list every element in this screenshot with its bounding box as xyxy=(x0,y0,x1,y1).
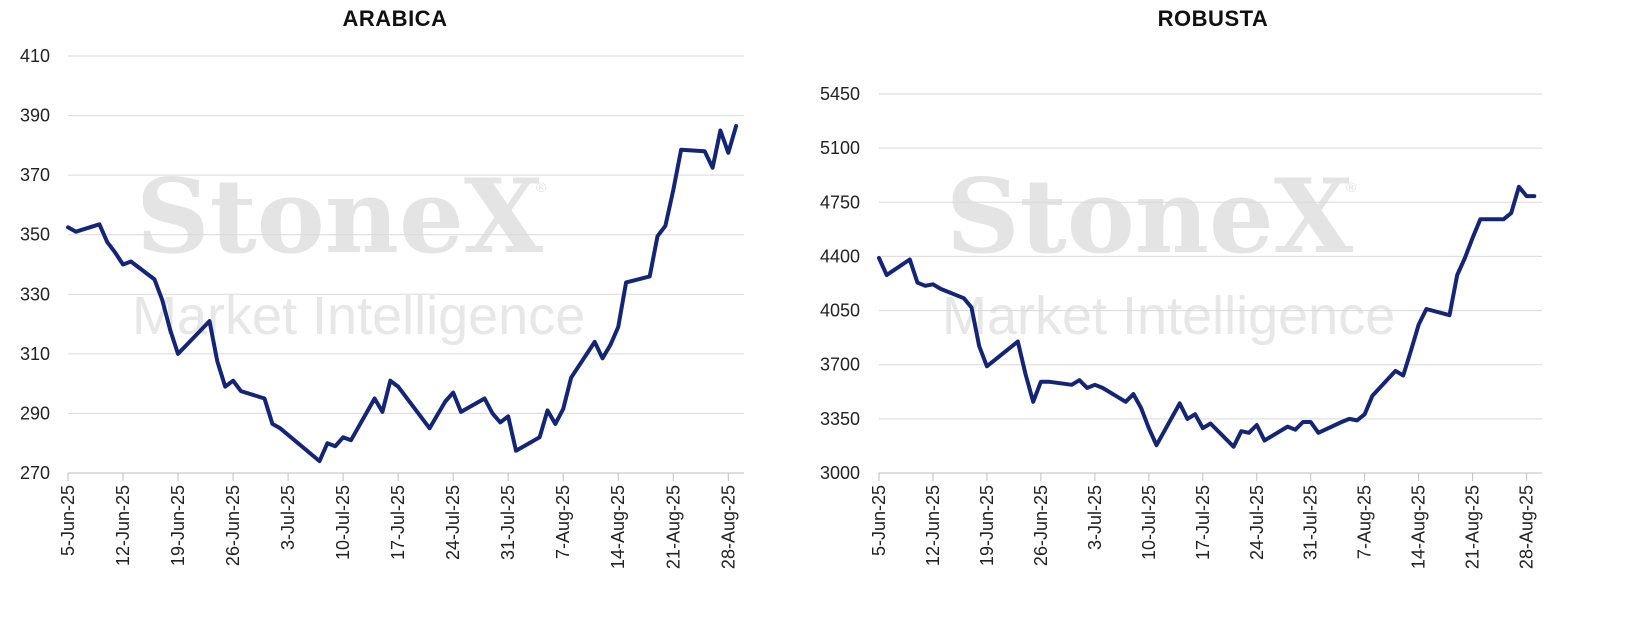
x-tick-label: 7-Aug-25 xyxy=(553,485,573,559)
chart-title: ROBUSTA xyxy=(1157,6,1269,31)
y-tick-label: 310 xyxy=(20,344,50,364)
x-tick-label: 17-Jul-25 xyxy=(388,485,408,560)
y-tick-label: 290 xyxy=(20,403,50,423)
x-tick-label: 7-Aug-25 xyxy=(1355,485,1375,559)
x-tick-label: 24-Jul-25 xyxy=(1247,485,1267,560)
y-tick-label: 330 xyxy=(20,284,50,304)
x-tick-label: 21-Aug-25 xyxy=(1463,485,1483,569)
x-tick-label: 3-Jul-25 xyxy=(278,485,298,550)
x-tick-label: 24-Jul-25 xyxy=(443,485,463,560)
y-tick-label: 350 xyxy=(20,225,50,245)
x-tick-label: 10-Jul-25 xyxy=(333,485,353,560)
y-tick-label: 3000 xyxy=(820,463,860,483)
watermark-registered: ® xyxy=(1346,179,1357,195)
line-chart-robusta: StoneX® Market Intelligence 3000 3350 3700 40… xyxy=(820,84,1542,569)
x-tick-label: 14-Aug-25 xyxy=(608,485,628,569)
y-tick-label: 4750 xyxy=(820,192,860,212)
x-tick-label: 12-Jun-25 xyxy=(113,485,133,566)
y-tick-label: 410 xyxy=(20,46,50,66)
watermark-subtitle: Market Intelligence xyxy=(942,286,1395,346)
y-tick-label: 5100 xyxy=(820,138,860,158)
line-chart-arabica: StoneX® Market Intelligence 270 290 310 330 35… xyxy=(20,46,744,569)
series-line xyxy=(877,184,1537,449)
x-tick-label: 5-Jun-25 xyxy=(58,485,78,556)
x-tick-label: 3-Jul-25 xyxy=(1085,485,1105,550)
y-tick-label: 4400 xyxy=(820,246,860,266)
x-tick-label: 17-Jul-25 xyxy=(1193,485,1213,560)
y-tick-label: 5450 xyxy=(820,84,860,104)
chart-title: ARABICA xyxy=(342,6,448,31)
watermark-brand: StoneX xyxy=(136,157,544,277)
x-tick-label: 28-Aug-25 xyxy=(718,485,738,569)
y-tick-label: 3700 xyxy=(820,355,860,375)
x-tick-label: 31-Jul-25 xyxy=(498,485,518,560)
x-tick-label: 5-Jun-25 xyxy=(869,485,889,556)
x-tick-label: 26-Jun-25 xyxy=(223,485,243,566)
watermark: StoneX® Market Intelligence xyxy=(942,157,1395,346)
series-line xyxy=(66,124,739,464)
y-tick-label: 4050 xyxy=(820,301,860,321)
x-tick-label: 14-Aug-25 xyxy=(1409,485,1429,569)
y-tick-label: 390 xyxy=(20,106,50,126)
x-tick-label: 31-Jul-25 xyxy=(1301,485,1321,560)
x-tick-label: 21-Aug-25 xyxy=(663,485,683,569)
watermark-brand: StoneX xyxy=(946,157,1354,277)
x-tick-label: 28-Aug-25 xyxy=(1517,485,1537,569)
chart-panel-robusta: ROBUSTA StoneX ® Market Intelligence 3000 33… xyxy=(800,0,1626,626)
chart-panel-arabica: ARABICA StoneX ® Market Intelligence 270 290… xyxy=(0,0,790,626)
watermark-subtitle: Market Intelligence xyxy=(132,286,585,346)
x-tick-label: 12-Jun-25 xyxy=(923,485,943,566)
y-tick-label: 370 xyxy=(20,165,50,185)
x-tick-label: 26-Jun-25 xyxy=(1031,485,1051,566)
x-tick-label: 19-Jun-25 xyxy=(977,485,997,566)
x-tick-label: 10-Jul-25 xyxy=(1139,485,1159,560)
watermark: StoneX® Market Intelligence xyxy=(132,157,585,346)
watermark-registered: ® xyxy=(536,179,547,195)
y-tick-label: 270 xyxy=(20,463,50,483)
x-tick-label: 19-Jun-25 xyxy=(168,485,188,566)
y-tick-label: 3350 xyxy=(820,409,860,429)
